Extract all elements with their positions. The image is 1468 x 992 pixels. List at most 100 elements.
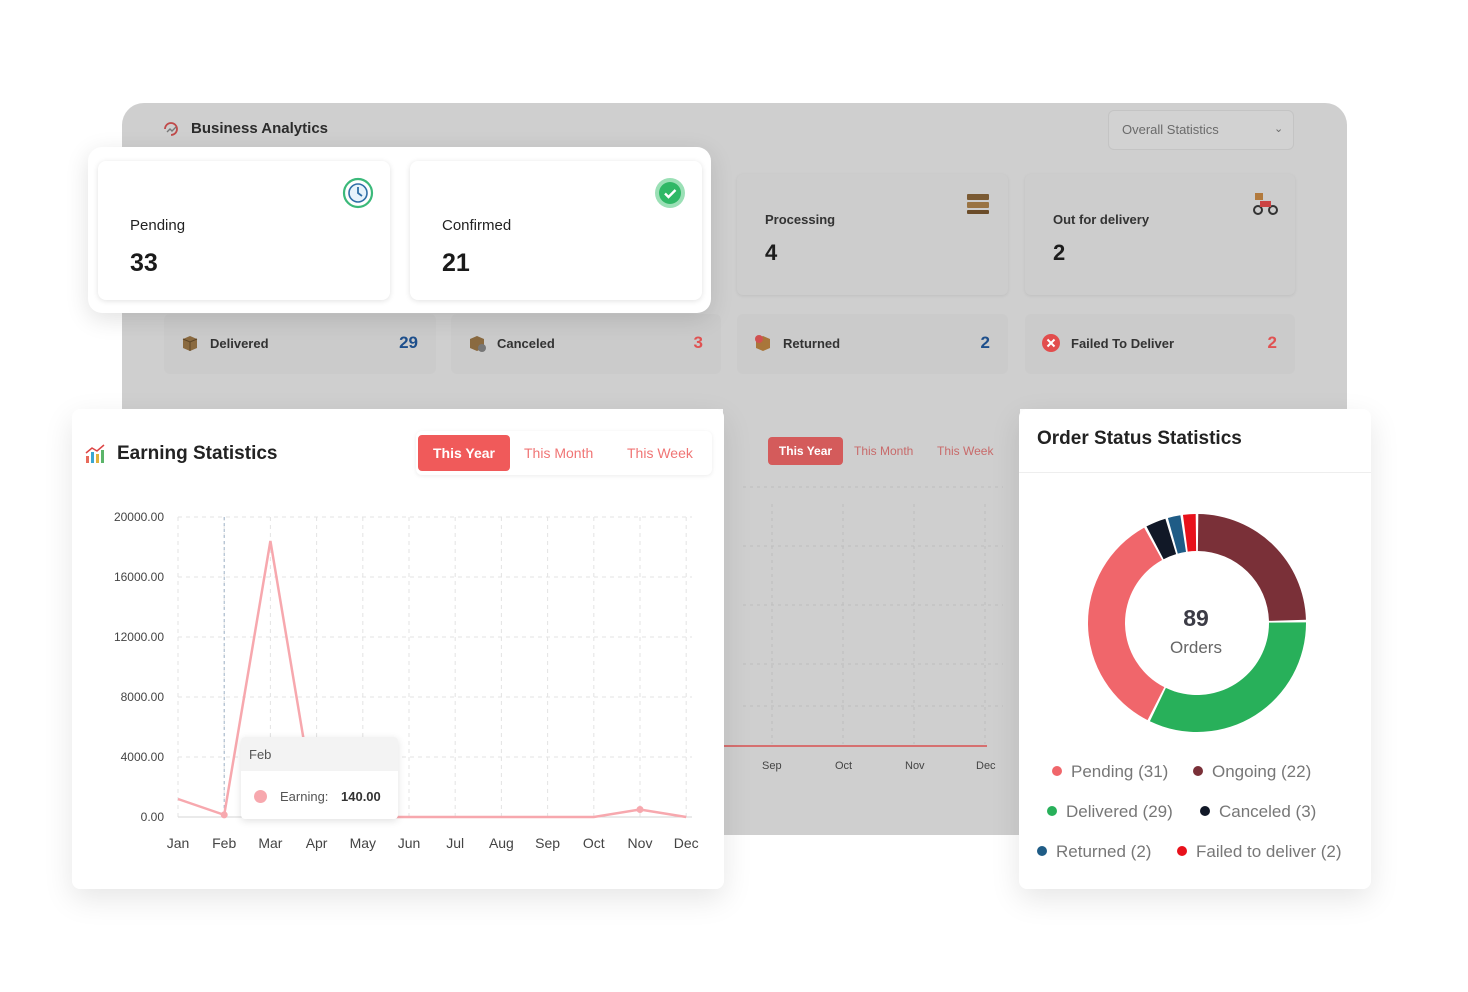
package-icon [182, 336, 198, 351]
y-tick-label: 12000.00 [114, 630, 164, 644]
delivered-row[interactable]: Delivered 29 [164, 314, 436, 374]
x-tick-label: Feb [212, 835, 236, 851]
data-point[interactable] [636, 806, 644, 813]
legend-label: Failed to deliver (2) [1196, 842, 1342, 861]
canceled-row[interactable]: Canceled 3 [451, 314, 721, 374]
y-tick-label: 8000.00 [121, 690, 165, 704]
background-chart-grid [723, 486, 1003, 747]
confirmed-card[interactable]: Confirmed 21 [410, 161, 702, 300]
background-tab-this-week[interactable]: This Week [937, 444, 994, 458]
x-tick-label: Sep [535, 835, 560, 851]
returned-row[interactable]: Returned 2 [737, 314, 1008, 374]
delivered-label: Delivered [210, 336, 269, 351]
out-for-delivery-card[interactable]: Out for delivery 2 [1025, 174, 1295, 295]
legend-dot [1177, 846, 1187, 856]
background-tick-label: Nov [905, 760, 925, 772]
failed-to-deliver-row[interactable]: Failed To Deliver 2 [1025, 314, 1295, 374]
processing-value: 4 [765, 240, 778, 265]
x-tick-label: Aug [489, 835, 514, 851]
clock-icon [342, 177, 374, 209]
y-tick-label: 0.00 [141, 810, 165, 824]
x-tick-label: Nov [628, 835, 653, 851]
background-tab-this-month[interactable]: This Month [854, 444, 914, 458]
x-tick-label: Apr [306, 835, 328, 851]
background-tick-label: Dec [976, 760, 996, 772]
background-tick-label: Sep [762, 760, 782, 772]
page-title: Business Analytics [191, 120, 328, 137]
legend-item-canceled[interactable]: Canceled (3) [1200, 802, 1316, 822]
earning-line-chart[interactable]: 20000.00 16000.00 12000.00 8000.00 4000.00 0.… [72, 490, 724, 870]
canceled-value: 3 [693, 333, 703, 352]
processing-card[interactable]: Processing 4 [737, 174, 1008, 295]
x-tick-label: Jan [167, 835, 190, 851]
legend-item-failed-to-deliver[interactable]: Failed to deliver (2) [1177, 842, 1342, 862]
donut-segment[interactable] [1146, 518, 1177, 560]
earning-series-line [177, 540, 687, 819]
returned-value: 2 [980, 333, 990, 352]
confirmed-label: Confirmed [442, 217, 512, 234]
background-chart-area [723, 409, 1020, 835]
legend-label: Ongoing (22) [1212, 762, 1312, 781]
check-circle-icon [655, 178, 685, 208]
x-tick-label: Jul [446, 835, 464, 851]
legend-label: Canceled (3) [1219, 802, 1317, 821]
legend-item-ongoing[interactable]: Ongoing (22) [1193, 762, 1311, 782]
order-status-card [1019, 409, 1371, 889]
donut-segment[interactable] [1167, 515, 1187, 554]
legend-dot [1200, 806, 1210, 816]
earning-statistics-card [72, 409, 724, 889]
legend-item-pending[interactable]: Pending (31) [1052, 762, 1168, 782]
divider [1019, 472, 1371, 473]
legend-label: Pending (31) [1071, 762, 1169, 781]
confirmed-value: 21 [442, 249, 470, 277]
donut-segment[interactable] [1149, 622, 1306, 732]
canceled-label: Canceled [497, 336, 555, 351]
bar-chart-icon [85, 444, 105, 463]
background-tick-label: Oct [835, 760, 853, 772]
donut-segment[interactable] [1182, 514, 1197, 552]
order-status-title: Order Status Statistics [1037, 428, 1242, 449]
legend-item-returned[interactable]: Returned (2) [1037, 842, 1151, 862]
tooltip-month: Feb [249, 747, 272, 762]
package-returned-icon [755, 335, 770, 351]
failed-to-deliver-label: Failed To Deliver [1071, 336, 1175, 351]
background-tab-this-year[interactable]: This Year [768, 437, 843, 465]
x-tick-label: Oct [583, 835, 605, 851]
legend-dot [1047, 806, 1057, 816]
order-status-donut[interactable] [1084, 510, 1310, 736]
chevron-down-icon: ⌄ [1274, 123, 1284, 135]
out-for-delivery-value: 2 [1053, 240, 1066, 265]
legend-dot [1037, 846, 1047, 856]
failed-x-icon [1042, 334, 1060, 352]
donut-total-value: 89 [1183, 605, 1209, 631]
pending-label: Pending [130, 217, 186, 234]
statistics-filter-value: Overall Statistics [1122, 122, 1219, 137]
processing-label: Processing [765, 212, 836, 227]
delivery-scooter-icon [1253, 193, 1278, 215]
statistics-filter-select[interactable] [1108, 110, 1294, 150]
tab-this-month[interactable]: This Month [524, 445, 594, 461]
tab-this-week[interactable]: This Week [627, 445, 693, 461]
legend-item-delivered[interactable]: Delivered (29) [1047, 802, 1173, 822]
pending-card[interactable]: Pending 33 [98, 161, 390, 300]
tab-this-year[interactable]: This Year [418, 435, 510, 471]
donut-segment[interactable] [1088, 527, 1165, 721]
out-for-delivery-label: Out for delivery [1053, 212, 1150, 227]
donut-segment[interactable] [1197, 514, 1306, 621]
tooltip-series-marker [254, 790, 267, 803]
pending-value: 33 [130, 249, 158, 277]
tooltip-label: Earning: [280, 789, 329, 804]
earning-statistics-title: Earning Statistics [117, 443, 278, 464]
legend-label: Delivered (29) [1066, 802, 1173, 821]
data-point[interactable] [220, 811, 228, 819]
y-tick-label: 16000.00 [114, 570, 164, 584]
tooltip-value: 140.00 [341, 789, 381, 804]
legend-label: Returned (2) [1056, 842, 1152, 861]
donut-total-unit: Orders [1170, 638, 1222, 657]
analytics-icon [164, 122, 178, 136]
failed-to-deliver-value: 2 [1267, 333, 1277, 352]
tooltip-header [241, 737, 398, 771]
x-tick-label: Dec [674, 835, 699, 851]
returned-label: Returned [783, 336, 841, 351]
y-tick-label: 4000.00 [121, 750, 165, 764]
